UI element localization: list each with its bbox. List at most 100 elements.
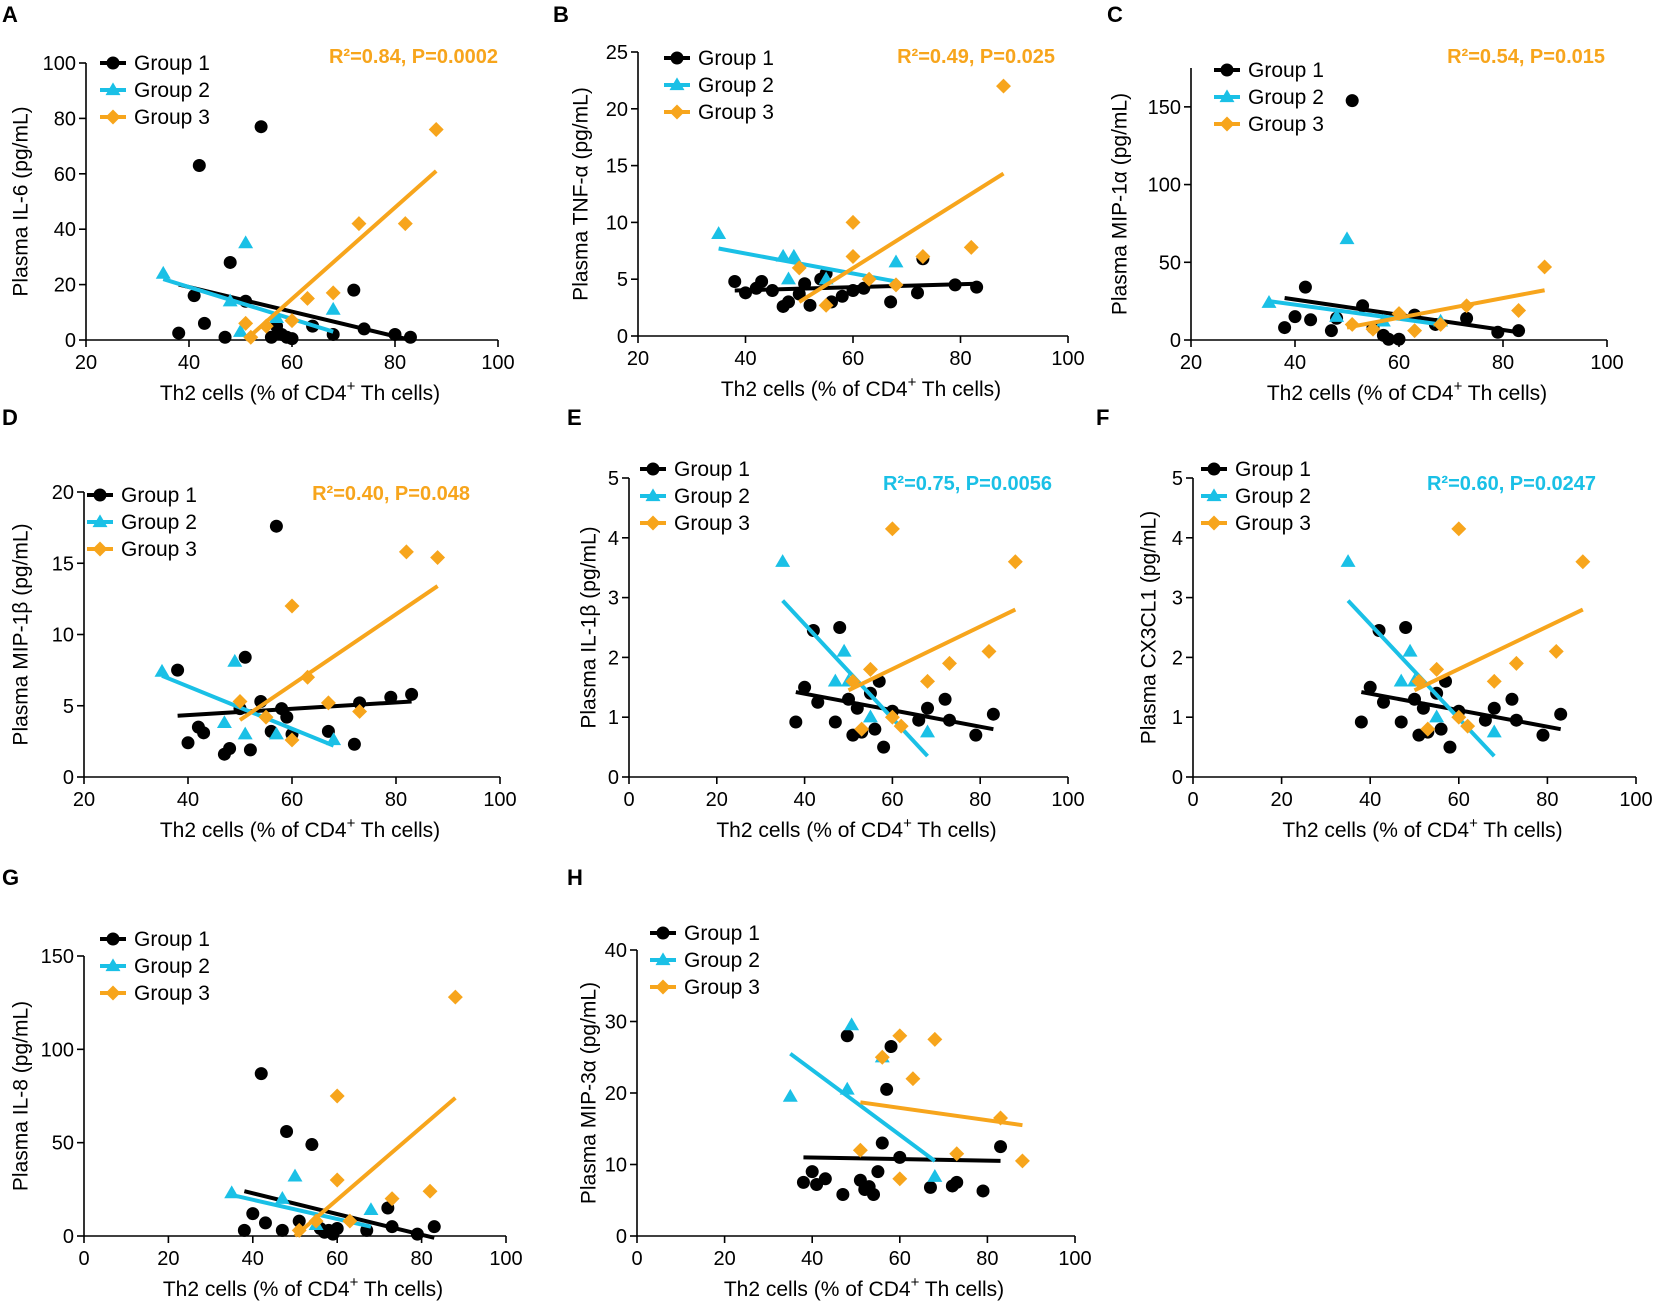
panel-g: G 0 20 40 60 80 100 0 50 100 150 Th2 cells (% of CD… (2, 865, 523, 1301)
data-point (852, 1142, 868, 1158)
data-point (911, 286, 924, 300)
x-tick-label: 60 (889, 1248, 911, 1270)
panel-e: E 0 20 40 60 80 100 0 1 2 3 4 5 Th2 cells (% of CD4+ … (567, 405, 1085, 842)
regression-line (1346, 288, 1545, 330)
data-point (325, 285, 341, 301)
legend-marker (669, 104, 685, 120)
series-group2 (154, 653, 342, 748)
legend-marker (656, 926, 670, 940)
x-tick-label: 40 (178, 352, 200, 374)
x-axis-title: Th2 cells (% of CD4+ Th cells) (163, 1274, 443, 1301)
x-tick-label: 100 (1051, 789, 1084, 811)
data-point (171, 663, 185, 677)
legend-label: Group 2 (1235, 485, 1311, 508)
y-axis-title: Plasma MIP-1α (pg/mL) (1109, 93, 1132, 315)
data-point (227, 653, 243, 667)
data-point (818, 1172, 832, 1186)
y-tick-label: 10 (52, 625, 74, 647)
panel-letter: D (2, 405, 18, 430)
y-tick-label: 150 (1148, 97, 1181, 119)
legend: Group 1 Group 2 Group 3 (1201, 458, 1311, 535)
data-point (287, 1168, 303, 1182)
data-point (237, 1223, 251, 1237)
data-point (805, 1165, 819, 1179)
data-point (836, 1188, 850, 1202)
legend-label: Group 1 (121, 484, 197, 507)
y-axis-title: Plasma MIP-1β (pg/mL) (10, 523, 33, 745)
legend-label: Group 1 (698, 47, 774, 70)
data-point (1394, 715, 1408, 729)
data-point (755, 274, 769, 288)
data-point (862, 709, 878, 723)
data-point (818, 297, 834, 313)
x-tick-label: 20 (706, 789, 728, 811)
data-point (1460, 311, 1474, 325)
data-point (1399, 621, 1413, 634)
data-point (893, 718, 909, 734)
data-point (884, 295, 898, 309)
stat-annotation: R²=0.60, P=0.0247 (1427, 473, 1596, 495)
legend-label: Group 1 (134, 928, 210, 951)
data-point (963, 239, 979, 255)
x-tick-label: 20 (75, 352, 97, 374)
data-point (427, 1220, 441, 1234)
data-point (284, 732, 300, 748)
y-tick-label: 0 (608, 767, 619, 789)
data-point (187, 289, 201, 303)
data-point (835, 289, 849, 303)
legend: Group 1 Group 2 Group 3 (664, 47, 774, 124)
data-point (1007, 554, 1023, 570)
data-point (1451, 709, 1467, 725)
y-tick-label: 15 (52, 553, 74, 575)
legend-label: Group 2 (134, 955, 210, 978)
legend-marker (106, 932, 120, 946)
legend-marker (645, 515, 661, 531)
data-point (223, 255, 237, 269)
y-tick-label: 3 (1172, 588, 1183, 610)
data-point (264, 330, 278, 344)
regression-line (734, 281, 977, 293)
data-point (803, 298, 817, 312)
legend-label: Group 2 (674, 485, 750, 508)
data-point (1391, 306, 1407, 322)
y-tick-label: 0 (1170, 330, 1181, 352)
legend-marker (92, 541, 108, 557)
y-tick-label: 0 (616, 1226, 627, 1248)
legend: Group 1 Group 2 Group 3 (87, 484, 197, 561)
data-point (1434, 722, 1448, 736)
regression-line (803, 1155, 1001, 1163)
data-point (320, 695, 336, 711)
y-tick-label: 100 (1148, 175, 1181, 197)
data-point (950, 1175, 964, 1189)
y-tick-label: 30 (605, 1012, 627, 1034)
x-tick-label: 80 (969, 789, 991, 811)
y-tick-label: 0 (63, 1226, 74, 1248)
x-tick-label: 20 (713, 1248, 735, 1270)
x-tick-label: 60 (1448, 789, 1470, 811)
data-point (321, 724, 335, 738)
data-point (268, 726, 284, 740)
x-tick-label: 0 (1187, 789, 1198, 811)
y-axis-title: Plasma TNF-α (pg/mL) (570, 87, 593, 301)
data-point (238, 650, 252, 664)
y-tick-label: 60 (54, 164, 76, 186)
data-point (915, 249, 931, 264)
y-tick-label: 50 (52, 1133, 74, 1155)
data-point (1278, 321, 1292, 335)
data-point (867, 1188, 881, 1202)
legend-marker (105, 958, 121, 972)
data-point (192, 158, 206, 172)
data-point (844, 1017, 860, 1031)
data-point (941, 655, 957, 671)
series-group3 (852, 1028, 1030, 1187)
data-point (1339, 231, 1355, 245)
legend-label: Group 2 (684, 949, 760, 972)
data-point (329, 1172, 345, 1188)
stat-annotation: R²=0.75, P=0.0056 (883, 473, 1052, 495)
x-tick-label: 80 (949, 348, 971, 370)
x-tick-label: 40 (734, 348, 756, 370)
data-point (308, 1213, 324, 1229)
data-point (845, 214, 861, 230)
